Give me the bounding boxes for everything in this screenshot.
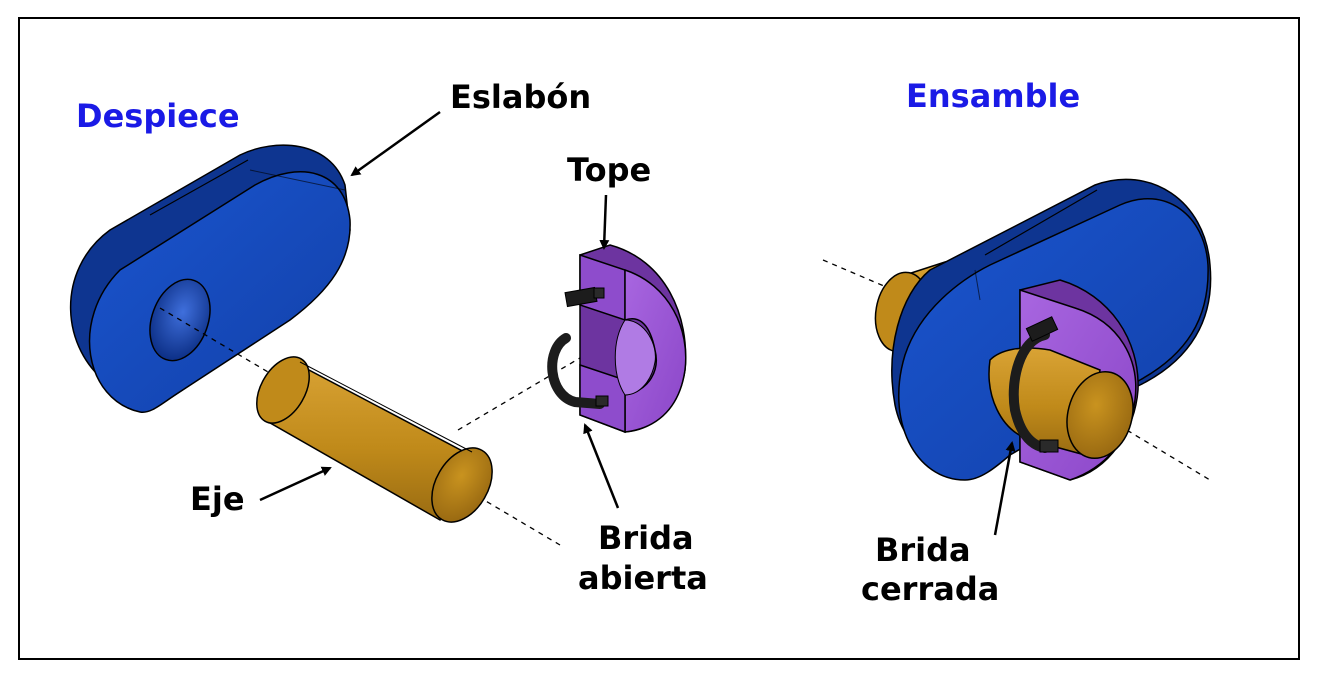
exploded-view xyxy=(69,144,687,546)
arrow-open-clamp xyxy=(583,423,620,509)
exploded-axis-line-2 xyxy=(457,354,586,431)
shaft-end-cap xyxy=(431,447,493,523)
closed-strap xyxy=(1008,330,1050,453)
link-label: Eslabón xyxy=(450,78,591,116)
closed-clamp-label-line2: cerrada xyxy=(861,570,999,608)
arrow-stop xyxy=(599,194,610,250)
stop-label: Tope xyxy=(567,151,651,189)
link-part xyxy=(69,144,351,414)
open-clamp-part xyxy=(547,244,687,434)
arrow-link xyxy=(350,110,441,177)
assembled-clamp xyxy=(988,279,1139,481)
exploded-view-title: Despiece xyxy=(76,97,240,135)
arrow-shaft xyxy=(259,466,332,502)
open-clamp-label-line2: abierta xyxy=(578,559,708,597)
assembled-shaft-cap xyxy=(1066,370,1134,460)
open-strap xyxy=(547,333,605,409)
shaft-label: Eje xyxy=(190,480,245,518)
arrow-closed-clamp xyxy=(993,441,1016,536)
assembly-view-title: Ensamble xyxy=(906,77,1080,115)
assembly-view xyxy=(822,178,1212,481)
closed-clamp-label-line1: Brida xyxy=(875,531,971,569)
shaft-part xyxy=(256,356,493,523)
open-clamp-label-line1: Brida xyxy=(598,519,694,557)
